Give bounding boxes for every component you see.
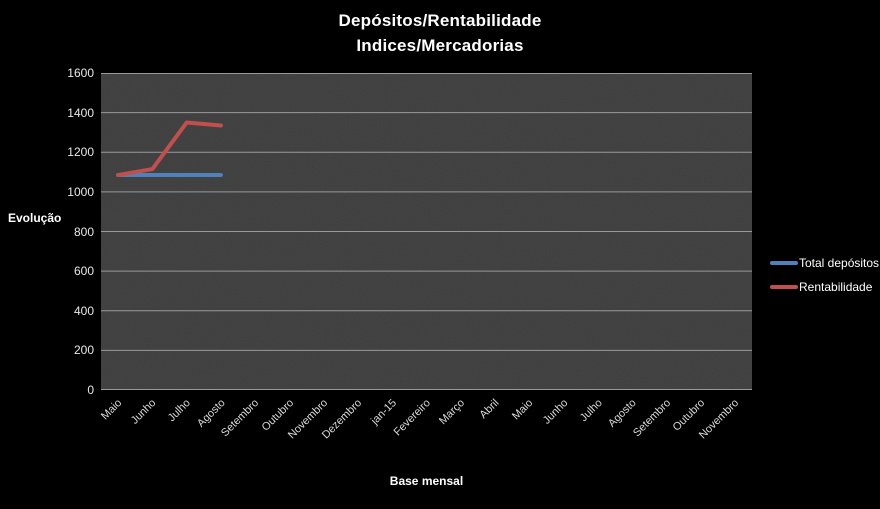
chart-title-line-1: Depósitos/Rentabilidade [338,11,542,30]
chart-title-line-2: Indices/Mercadorias [356,36,524,55]
x-tick-label-13: Junho [540,397,571,427]
plot-area [101,73,752,390]
legend-item-0: Total depósitos [770,255,880,270]
legend-label-0: Total depósitos [799,255,880,270]
x-tick-label-11: Abril [477,397,502,422]
y-tick-label-1600: 1600 [67,66,94,80]
legend-line-swatch-0 [770,260,798,265]
y-tick-label-600: 600 [73,264,94,279]
x-tick-label-0: Maio [99,397,125,423]
y-tick-label-0: 0 [87,383,94,397]
chart-title: Depósitos/Rentabilidade Indices/Mercador… [0,8,880,58]
y-tick-label-1000: 1000 [67,184,94,199]
y-tick-label-400: 400 [73,303,94,318]
x-tick-label-8: jan-15 [368,397,399,428]
legend-label-1: Rentabilidade [799,279,873,294]
legend-line-swatch-1 [770,284,798,289]
x-tick-label-2: Julho [166,397,194,425]
legend-item-1: Rentabilidade [770,279,879,294]
x-tick-label-15: Agosto [605,397,639,430]
y-tick-label-800: 800 [73,224,94,239]
x-tick-label-10: Março [437,397,468,428]
series-line-1 [116,120,223,178]
x-tick-label-14: Julho [577,397,605,425]
series-plot [101,73,752,390]
y-tick-label-200: 200 [73,343,94,358]
y-tick-label-1200: 1200 [67,145,94,160]
x-axis-title: Base mensal [389,474,464,488]
x-tick-label-1: Junho [129,397,159,427]
legend: Total depósitos Rentabilidade [770,256,879,304]
x-tick-label-12: Maio [510,397,536,423]
x-tick-label-3: Agosto [194,397,228,430]
y-tick-label-1400: 1400 [67,105,94,120]
y-axis-title: Evolução [8,211,62,225]
